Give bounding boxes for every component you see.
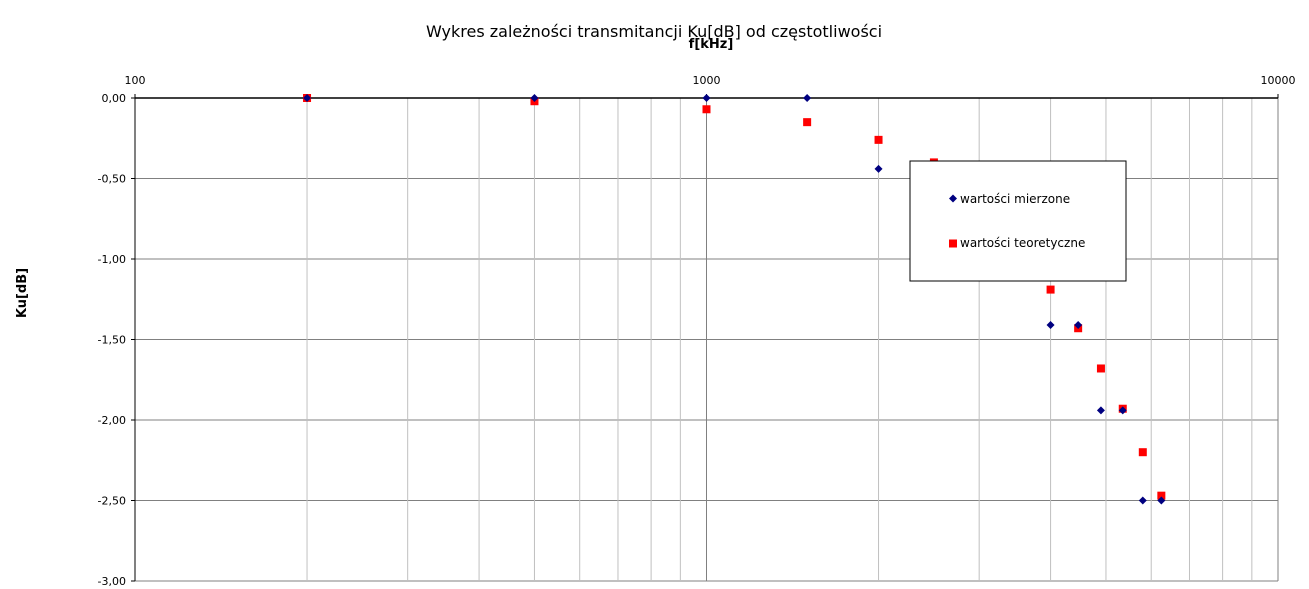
grid-lines <box>134 97 1279 582</box>
point-measured <box>803 94 812 102</box>
point-theoretical <box>874 135 883 144</box>
y-tick-label: -1,50 <box>98 334 126 347</box>
x-tick-label: 100 <box>125 74 146 87</box>
point-measured <box>1118 406 1127 415</box>
legend-label-theoretical: wartości teoretyczne <box>960 236 1085 250</box>
chart-title: Wykres zależności transmitancji Ku[dB] o… <box>426 22 882 41</box>
point-theoretical <box>1046 285 1055 294</box>
y-tick-label: -2,00 <box>98 414 126 427</box>
point-theoretical <box>702 105 711 114</box>
y-tick-label: -0,50 <box>98 173 126 186</box>
y-tick-label: 0,00 <box>102 92 127 105</box>
x-tick-label: 10000 <box>1261 74 1296 87</box>
y-tick-label: -2,50 <box>98 495 126 508</box>
point-theoretical <box>803 118 812 127</box>
data-points <box>303 94 1166 505</box>
point-theoretical <box>1157 491 1166 500</box>
tick-labels: 100 1000 10000 0,00 -0,50 -1,00 -1,50 -2,00 -2,5… <box>98 74 1296 588</box>
point-measured <box>874 164 883 173</box>
y-tick-label: -3,00 <box>98 575 126 588</box>
point-measured <box>1096 406 1105 415</box>
point-measured <box>1046 321 1055 330</box>
legend-marker-measured <box>949 194 957 203</box>
legend-marker-theoretical <box>949 239 957 248</box>
point-theoretical <box>1096 364 1105 373</box>
legend: wartości mierzone wartości teoretyczne <box>909 160 1127 282</box>
y-tick-label: -1,00 <box>98 253 126 266</box>
point-measured <box>303 94 312 102</box>
legend-label-measured: wartości mierzone <box>960 192 1070 206</box>
legend-box <box>909 160 1127 282</box>
point-theoretical <box>1138 448 1147 457</box>
point-measured <box>1074 321 1083 330</box>
x-axis-title: f[kHz] <box>689 37 734 52</box>
point-measured <box>702 94 711 102</box>
point-measured <box>530 94 539 102</box>
point-measured <box>1138 496 1147 505</box>
x-tick-label: 1000 <box>693 74 721 87</box>
point-measured <box>1157 496 1166 505</box>
y-axis-title: Ku[dB] <box>15 268 30 318</box>
